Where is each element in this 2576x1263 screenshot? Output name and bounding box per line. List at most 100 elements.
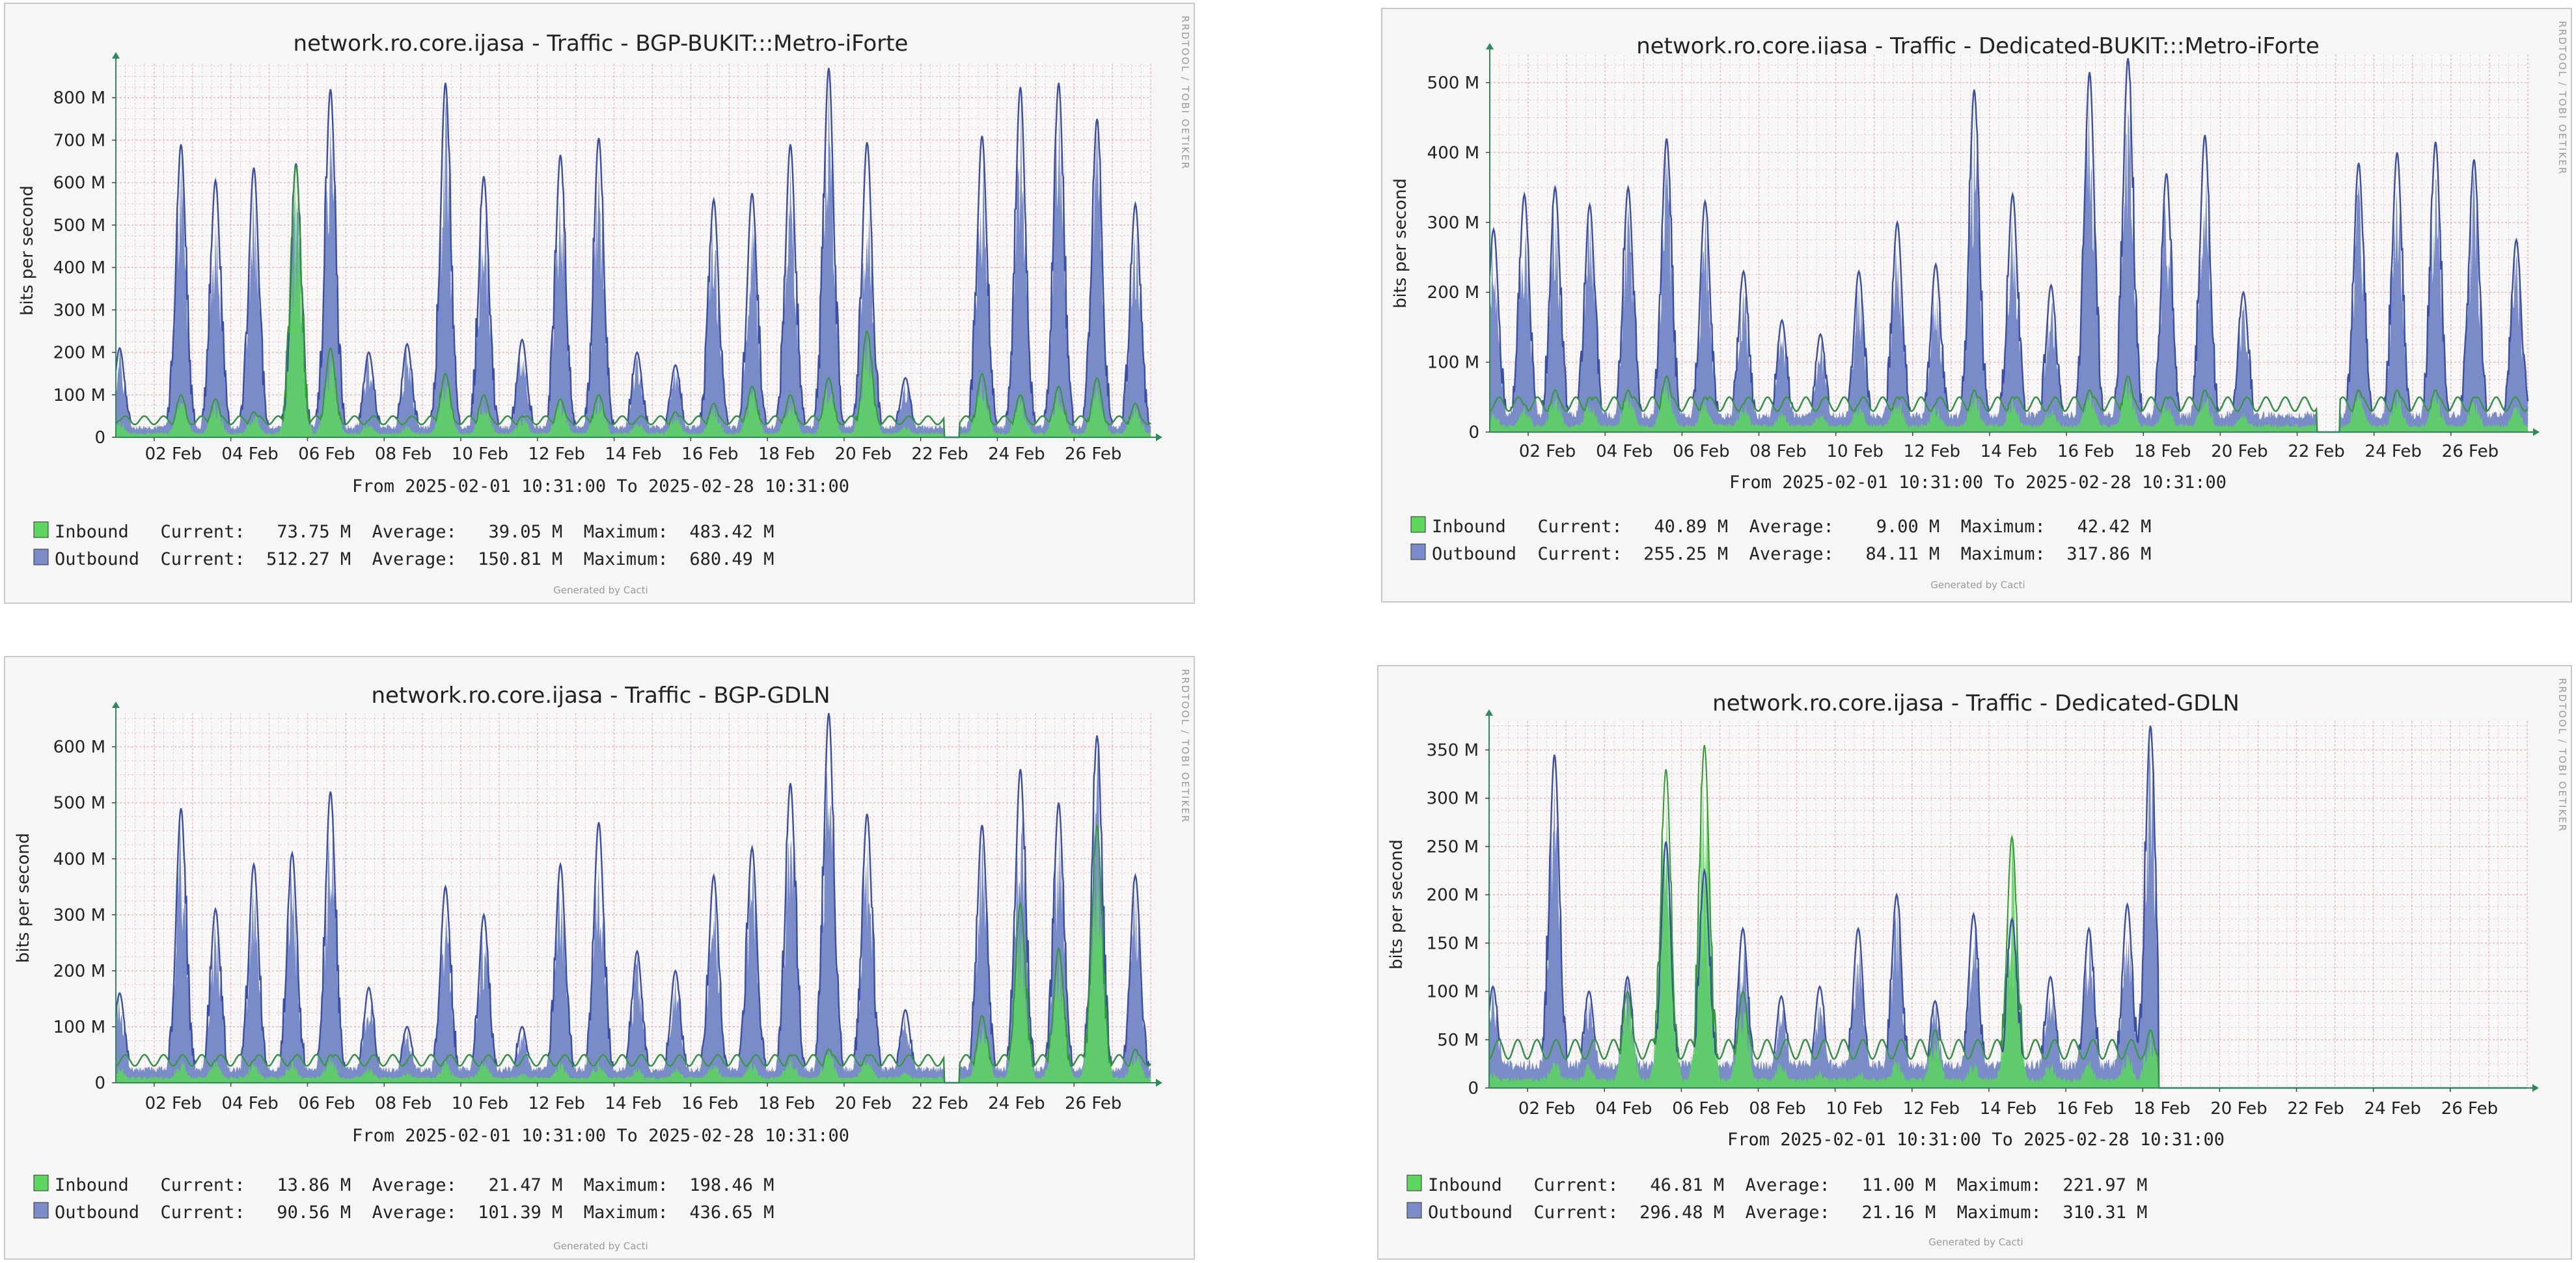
x-tick-label: 24 Feb	[2364, 1099, 2421, 1119]
y-tick-label: 200 M	[1427, 283, 1479, 303]
outbound-line	[1488, 58, 2529, 433]
graph-panel-bgp-gdln: network.ro.core.ijasa - Traffic - BGP-GD…	[4, 656, 1195, 1260]
legend-row-outbound: Outbound Current: 296.48 M Average: 21.1…	[1428, 1202, 2147, 1223]
x-axis-arrow-icon	[1156, 1079, 1162, 1087]
chart-title: network.ro.core.ijasa - Traffic - BGP-BU…	[294, 31, 909, 57]
inbound-area	[1489, 763, 2527, 1088]
inbound-line	[115, 165, 1151, 438]
rrdtool-credit: RRDTOOL / TOBI OETIKER	[2556, 21, 2568, 175]
x-tick-label: 12 Feb	[1903, 1099, 1960, 1119]
outbound-line	[115, 68, 1151, 439]
y-axis-label: bits per second	[1391, 178, 1410, 308]
x-tick-label: 08 Feb	[1749, 442, 1806, 461]
rrdtool-credit: RRDTOOL / TOBI OETIKER	[1179, 16, 1191, 170]
y-tick-label: 200 M	[53, 962, 105, 981]
x-tick-label: 10 Feb	[1826, 1099, 1883, 1119]
x-tick-label: 22 Feb	[911, 444, 968, 464]
x-tick-label: 16 Feb	[2057, 442, 2114, 461]
outbound-legend-swatch	[33, 1202, 49, 1219]
y-tick-label: 100 M	[53, 386, 105, 405]
generated-by-text: Generated by Cacti	[553, 1240, 648, 1252]
y-tick-label: 300 M	[1427, 789, 1479, 809]
x-tick-label: 22 Feb	[2287, 1099, 2344, 1119]
y-tick-label: 600 M	[53, 738, 105, 757]
inbound-legend-swatch	[1406, 1175, 1422, 1191]
y-tick-label: 50 M	[1437, 1031, 1479, 1050]
x-tick-label: 04 Feb	[1595, 1099, 1652, 1119]
x-tick-label: 14 Feb	[1980, 442, 2037, 461]
outbound-legend-swatch	[1410, 543, 1426, 560]
y-tick-label: 0	[1468, 423, 1479, 442]
x-tick-label: 20 Feb	[2211, 442, 2268, 461]
y-axis-arrow-icon	[112, 701, 120, 708]
y-tick-label: 400 M	[1427, 143, 1479, 163]
inbound-legend-swatch	[1410, 516, 1426, 533]
x-tick-label: 16 Feb	[681, 444, 738, 464]
y-tick-label: 300 M	[1427, 213, 1479, 233]
x-tick-label: 12 Feb	[528, 1094, 585, 1113]
graph-panel-dedicated-bukit: network.ro.core.ijasa - Traffic - Dedica…	[1381, 8, 2572, 603]
y-tick-label: 0	[1468, 1079, 1479, 1098]
x-tick-label: 06 Feb	[298, 444, 355, 464]
y-tick-label: 600 M	[53, 174, 105, 193]
y-tick-label: 300 M	[53, 301, 105, 320]
y-tick-label: 100 M	[53, 1018, 105, 1037]
legend-row-outbound: Outbound Current: 90.56 M Average: 101.3…	[55, 1202, 774, 1223]
inbound-legend-swatch	[33, 1175, 49, 1191]
x-tick-label: 16 Feb	[2057, 1099, 2113, 1119]
y-tick-label: 100 M	[1427, 353, 1479, 373]
x-tick-label: 02 Feb	[145, 1094, 202, 1113]
x-tick-label: 26 Feb	[2442, 442, 2499, 461]
y-tick-label: 800 M	[53, 88, 105, 108]
x-axis-arrow-icon	[1156, 433, 1162, 441]
y-tick-label: 0	[94, 1074, 105, 1093]
chart-svg: network.ro.core.ijasa - Traffic - Dedica…	[1391, 21, 2568, 591]
x-tick-label: 18 Feb	[2134, 442, 2191, 461]
time-range-text: From 2025-02-01 10:31:00 To 2025-02-28 1…	[352, 476, 849, 496]
x-axis-arrow-icon	[2532, 1084, 2539, 1092]
x-tick-label: 02 Feb	[1519, 442, 1576, 461]
x-tick-label: 18 Feb	[2133, 1099, 2190, 1119]
chart-title: network.ro.core.ijasa - Traffic - BGP-GD…	[371, 683, 830, 709]
y-tick-label: 500 M	[53, 216, 105, 236]
x-tick-label: 18 Feb	[758, 1094, 815, 1113]
x-tick-label: 24 Feb	[988, 444, 1045, 464]
y-tick-label: 0	[94, 428, 105, 448]
graph-panel-bgp-bukit: network.ro.core.ijasa - Traffic - BGP-BU…	[4, 3, 1195, 604]
y-tick-label: 500 M	[53, 794, 105, 813]
legend-row-outbound: Outbound Current: 512.27 M Average: 150.…	[55, 549, 774, 569]
outbound-line	[115, 713, 1151, 1084]
x-tick-label: 04 Feb	[221, 444, 278, 464]
y-axis-label: bits per second	[18, 185, 37, 316]
generated-by-text: Generated by Cacti	[1930, 579, 2025, 591]
inbound-legend-swatch	[33, 521, 49, 538]
legend-row-inbound: Inbound Current: 46.81 M Average: 11.00 …	[1428, 1175, 2147, 1195]
inbound-line	[1489, 375, 2528, 433]
y-tick-label: 350 M	[1427, 741, 1479, 761]
legend-row-inbound: Inbound Current: 13.86 M Average: 21.47 …	[55, 1175, 774, 1195]
y-tick-label: 100 M	[1427, 983, 1479, 1002]
x-tick-label: 16 Feb	[681, 1094, 738, 1113]
x-tick-label: 02 Feb	[1518, 1099, 1575, 1119]
x-tick-label: 04 Feb	[1596, 442, 1652, 461]
x-tick-label: 06 Feb	[1672, 1099, 1729, 1119]
y-axis-arrow-icon	[1485, 709, 1493, 716]
x-tick-label: 08 Feb	[375, 444, 432, 464]
generated-by-text: Generated by Cacti	[1928, 1236, 2023, 1248]
y-tick-label: 150 M	[1427, 934, 1479, 953]
outbound-legend-swatch	[33, 549, 49, 565]
x-tick-label: 14 Feb	[605, 1094, 661, 1113]
outbound-legend-swatch	[1406, 1202, 1422, 1219]
generated-by-text: Generated by Cacti	[553, 584, 648, 596]
rrdtool-credit: RRDTOOL / TOBI OETIKER	[2556, 678, 2568, 832]
time-range-text: From 2025-02-01 10:31:00 To 2025-02-28 1…	[352, 1126, 849, 1146]
x-tick-label: 20 Feb	[835, 444, 892, 464]
x-tick-label: 20 Feb	[835, 1094, 892, 1113]
x-tick-label: 06 Feb	[298, 1094, 355, 1113]
y-tick-label: 250 M	[1427, 837, 1479, 857]
x-tick-label: 26 Feb	[1065, 444, 1121, 464]
inbound-line	[115, 824, 1151, 1083]
y-tick-label: 200 M	[53, 344, 105, 363]
x-tick-label: 10 Feb	[1827, 442, 1884, 461]
x-axis-arrow-icon	[2533, 428, 2540, 436]
